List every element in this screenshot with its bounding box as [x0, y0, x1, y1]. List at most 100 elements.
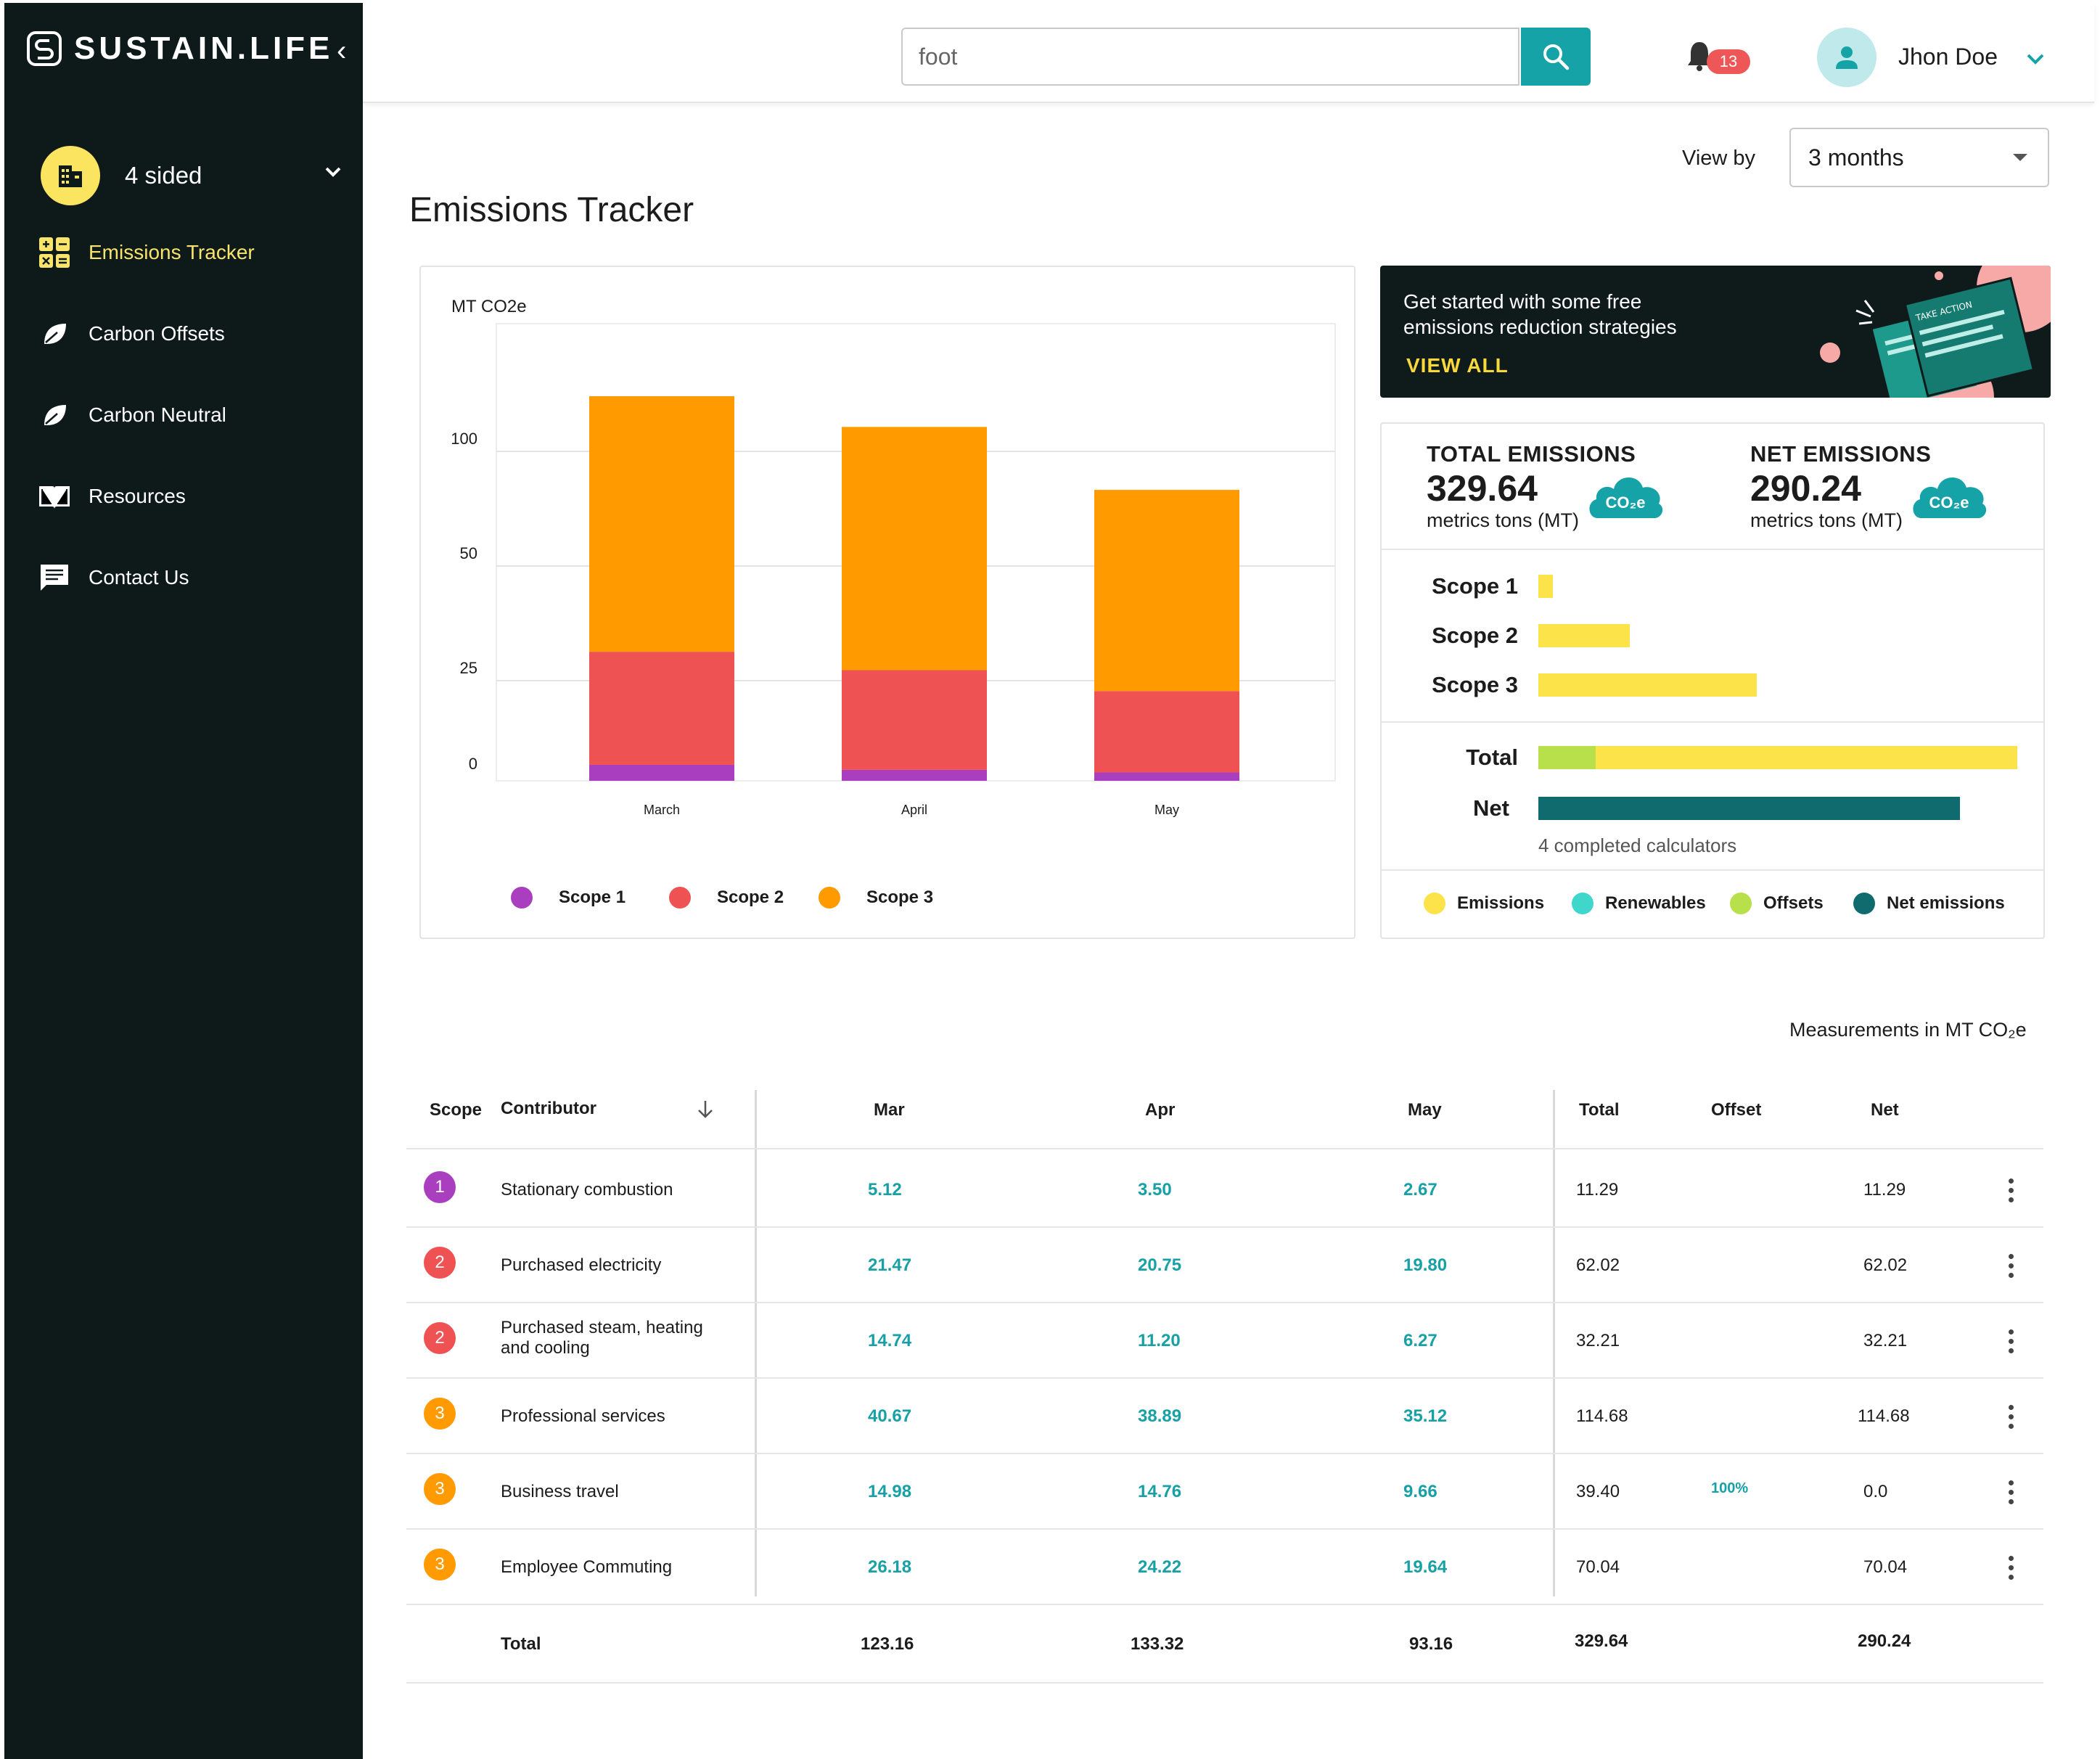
sidebar-item-emissions-tracker[interactable]: Emissions Tracker	[36, 231, 255, 274]
sidebar-item-contact-us[interactable]: Contact Us	[36, 556, 189, 599]
more-actions-icon[interactable]	[2009, 1178, 2014, 1207]
x-tick-label: May	[1154, 803, 1179, 817]
notification-count-badge: 13	[1707, 49, 1750, 74]
row-divider	[406, 1226, 2043, 1228]
totals-mar: 123.16	[861, 1634, 914, 1654]
sidebar-item-label: Carbon Offsets	[89, 322, 225, 345]
total-label: Total	[1466, 745, 1518, 770]
net-label: Net	[1473, 795, 1509, 821]
sidebar-item-label: Emissions Tracker	[89, 241, 255, 263]
sort-arrow-down-icon[interactable]	[695, 1099, 715, 1120]
calculator-icon	[36, 234, 73, 271]
scope-1-bar	[1538, 575, 1553, 598]
scope-1-label: Scope 1	[1432, 573, 1518, 599]
legend-net-emissions: Net emissions	[1853, 893, 2005, 914]
col-header-scope[interactable]: Scope	[430, 1100, 483, 1120]
column-divider	[755, 1090, 757, 1596]
sidebar-item-label: Contact Us	[89, 566, 189, 589]
search-button[interactable]	[1521, 28, 1591, 86]
bar-segment-scope-2	[1094, 691, 1239, 773]
cell-net: 0.0	[1863, 1482, 1888, 1501]
legend-dot	[669, 887, 691, 909]
building-icon	[41, 146, 100, 205]
brand-logo[interactable]: SUSTAIN.LIFE	[26, 30, 333, 67]
y-tick-label: 0	[469, 755, 477, 773]
scope-3-bar	[1538, 673, 1757, 697]
view-by-select[interactable]: 3 months	[1789, 128, 2049, 187]
more-actions-icon[interactable]	[2009, 1254, 2014, 1282]
sidebar-item-carbon-offsets[interactable]: Carbon Offsets	[36, 312, 225, 356]
row-divider	[406, 1302, 2043, 1303]
bar-segment-scope-3	[1094, 490, 1239, 692]
cell-may: 2.67	[1403, 1180, 1437, 1200]
chevron-down-icon[interactable]	[2025, 51, 2046, 68]
emissions-chart-card: MT CO2e 0 25 50 100 March April May Scope 1 Sco…	[419, 266, 1355, 939]
col-header-apr[interactable]: Apr	[1145, 1100, 1176, 1120]
brand-name: SUSTAIN.LIFE	[74, 30, 334, 66]
cell-total: 62.02	[1576, 1255, 1620, 1275]
cell-apr: 14.76	[1138, 1482, 1182, 1501]
cell-total: 39.40	[1576, 1482, 1620, 1501]
legend-dot	[1424, 893, 1445, 914]
collapse-sidebar-icon[interactable]: ‹	[337, 35, 347, 67]
column-divider	[1553, 1090, 1555, 1596]
logo-icon	[27, 31, 62, 66]
net-emissions-unit: metrics tons (MT)	[1750, 509, 1903, 531]
col-header-may[interactable]: May	[1408, 1100, 1442, 1120]
bar-segment-scope-3	[589, 396, 734, 652]
col-header-net[interactable]: Net	[1871, 1100, 1899, 1120]
scope-badge: 3	[424, 1398, 456, 1430]
sidebar-item-resources[interactable]: Resources	[36, 475, 186, 518]
view-all-link[interactable]: VIEW ALL	[1406, 354, 1509, 377]
cell-apr: 38.89	[1138, 1406, 1182, 1426]
user-icon	[1836, 46, 1858, 69]
org-selector[interactable]: 4 sided	[41, 145, 345, 206]
user-avatar[interactable]	[1817, 28, 1877, 87]
more-actions-icon[interactable]	[2009, 1405, 2014, 1433]
legend-scope-2: Scope 2	[669, 887, 784, 909]
cell-apr: 20.75	[1138, 1255, 1182, 1275]
cell-net: 32.21	[1863, 1331, 1908, 1350]
sidebar-item-carbon-neutral[interactable]: Carbon Neutral	[36, 393, 226, 437]
search-input[interactable]: foot	[901, 28, 1519, 86]
cell-may: 35.12	[1403, 1406, 1448, 1426]
scope-2-bar	[1538, 624, 1631, 647]
more-actions-icon[interactable]	[2009, 1329, 2014, 1358]
y-tick-label: 50	[460, 544, 477, 562]
cell-mar: 5.12	[868, 1180, 902, 1200]
row-divider	[406, 1148, 2043, 1149]
total-offsets-bar	[1538, 746, 1596, 769]
cell-total: 32.21	[1576, 1331, 1620, 1350]
totals-label: Total	[501, 1634, 541, 1654]
legend-dot	[819, 887, 840, 909]
total-emissions-block: TOTAL EMISSIONS 329.64 metrics tons (MT)	[1427, 441, 1636, 532]
total-emissions-title: TOTAL EMISSIONS	[1427, 441, 1636, 467]
sidebar-item-label: Resources	[89, 485, 186, 507]
more-actions-icon[interactable]	[2009, 1480, 2014, 1509]
more-actions-icon[interactable]	[2009, 1556, 2014, 1584]
cell-may: 6.27	[1403, 1331, 1437, 1350]
col-header-offset[interactable]: Offset	[1711, 1100, 1762, 1120]
cell-total: 70.04	[1576, 1557, 1620, 1577]
totals-total: 329.64	[1575, 1631, 1628, 1651]
notification-bell-icon[interactable]	[1685, 39, 1714, 73]
total-emissions-unit: metrics tons (MT)	[1427, 509, 1580, 531]
completed-calculators-note: 4 completed calculators	[1538, 835, 1737, 856]
row-divider	[406, 1453, 2043, 1454]
col-header-contributor[interactable]: Contributor	[501, 1099, 596, 1118]
bar-segment-scope-3	[842, 427, 987, 671]
user-name[interactable]: Jhon Doe	[1898, 44, 1998, 70]
legend-dot	[1853, 893, 1875, 914]
cloud-label: CO₂e	[1605, 493, 1645, 512]
legend-scope-3: Scope 3	[819, 887, 933, 909]
legend-label: Scope 1	[559, 887, 626, 907]
y-tick-label: 25	[460, 659, 477, 677]
legend-dot	[1572, 893, 1594, 914]
col-header-total[interactable]: Total	[1579, 1100, 1620, 1120]
view-by-label: View by	[1682, 147, 1756, 170]
col-header-mar[interactable]: Mar	[874, 1100, 905, 1120]
legend-label: Scope 2	[717, 887, 784, 907]
chevron-down-icon	[325, 167, 341, 177]
total-emissions-bar	[1538, 746, 2017, 769]
legend-label: Renewables	[1605, 893, 1706, 913]
